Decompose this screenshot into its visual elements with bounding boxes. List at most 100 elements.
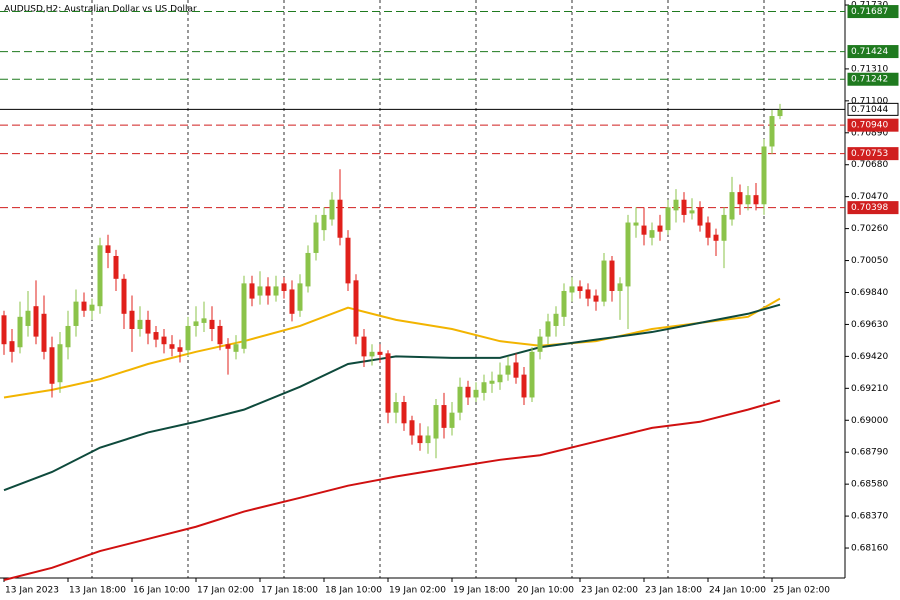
y-tick-label: 0.68790	[851, 448, 888, 458]
candle-body	[233, 344, 239, 352]
candle-body	[425, 435, 431, 444]
candle-body	[753, 195, 759, 205]
ma-line	[3, 297, 781, 399]
candle-body	[169, 344, 175, 349]
candle-body	[745, 195, 751, 205]
candle-body	[729, 192, 735, 220]
candle-body	[593, 295, 599, 302]
candle-body	[177, 347, 183, 352]
candle-body	[721, 214, 727, 241]
candle-body	[641, 225, 647, 235]
x-tick-label: 18 Jan 10:00	[325, 586, 382, 596]
candle-body	[209, 319, 215, 330]
candle-body	[449, 412, 455, 428]
candle-body	[41, 313, 47, 352]
candle-body	[137, 319, 143, 330]
level-label: 0.71242	[851, 75, 888, 85]
candle-body	[505, 365, 511, 375]
y-tick-label: 0.69210	[851, 384, 888, 394]
candle-body	[433, 405, 439, 439]
candle-body	[577, 286, 583, 291]
candle-body	[465, 386, 471, 398]
ma-line	[3, 303, 781, 492]
x-tick-label: 13 Jan 18:00	[69, 586, 126, 596]
candle-body	[553, 313, 559, 326]
level-box	[847, 147, 899, 161]
x-tick-label: 23 Jan 18:00	[645, 586, 702, 596]
candle-body	[497, 374, 503, 383]
candle-body	[289, 289, 295, 314]
candle-body	[561, 290, 567, 317]
x-tick-label: 13 Jan 2023	[5, 586, 59, 596]
candle-body	[129, 310, 135, 330]
candle-body	[185, 325, 191, 351]
candle-body	[681, 199, 687, 215]
candle-body	[673, 199, 679, 211]
level-box	[847, 72, 899, 86]
y-tick-label: 0.71100	[851, 96, 888, 106]
candle-body	[265, 286, 271, 296]
ma-line	[3, 399, 781, 581]
candle-body	[513, 362, 519, 378]
candle-body	[193, 321, 199, 326]
candle-body	[537, 336, 543, 352]
candle-body	[225, 344, 231, 349]
candle-body	[161, 336, 167, 345]
x-tick-label: 19 Jan 18:00	[453, 586, 510, 596]
level-box	[847, 201, 899, 215]
candle-body	[601, 260, 607, 302]
candle-body	[777, 109, 783, 117]
level-box	[847, 5, 899, 19]
candle-body	[17, 316, 23, 348]
y-tick-label: 0.70890	[851, 128, 888, 138]
candle-body	[33, 306, 39, 337]
x-tick-label: 20 Jan 10:00	[517, 586, 574, 596]
candle-body	[385, 353, 391, 413]
candle-body	[81, 301, 87, 311]
y-tick-label: 0.69840	[851, 288, 888, 298]
candle-body	[489, 380, 495, 384]
x-tick-label: 19 Jan 02:00	[389, 586, 446, 596]
level-box	[847, 45, 899, 59]
x-tick-label: 25 Jan 02:00	[773, 586, 830, 596]
candle-body	[585, 289, 591, 299]
y-tick-label: 0.70680	[851, 160, 888, 170]
candle-body	[49, 347, 55, 384]
candle-body	[201, 318, 207, 323]
y-tick-label: 0.70050	[851, 256, 888, 266]
candle-body	[761, 146, 767, 205]
candle-body	[313, 222, 319, 253]
candle-body	[249, 283, 255, 299]
level-box	[847, 102, 899, 116]
candle-body	[1, 315, 7, 345]
level-label: 0.71044	[851, 105, 888, 115]
candle-body	[769, 116, 775, 147]
y-tick-label: 0.70260	[851, 224, 888, 234]
candle-body	[353, 280, 359, 337]
x-tick-label: 23 Jan 02:00	[581, 586, 638, 596]
y-tick-label: 0.68370	[851, 512, 888, 522]
candle-body	[417, 435, 423, 444]
candle-body	[441, 405, 447, 428]
candle-body	[377, 351, 383, 355]
level-label: 0.70940	[851, 121, 888, 131]
x-tick-label: 17 Jan 18:00	[261, 586, 318, 596]
candle-body	[73, 301, 79, 326]
y-tick-label: 0.69630	[851, 320, 888, 330]
candle-body	[57, 344, 63, 383]
candle-body	[697, 207, 703, 226]
level-box	[847, 118, 899, 132]
candle-body	[113, 255, 119, 279]
candle-body	[705, 222, 711, 238]
candle-body	[297, 283, 303, 311]
x-tick-label: 24 Jan 10:00	[709, 586, 766, 596]
candle-body	[617, 283, 623, 291]
candle-body	[609, 260, 615, 291]
candle-body	[569, 286, 575, 293]
candle-body	[329, 199, 335, 220]
candle-body	[153, 332, 159, 340]
candle-body	[321, 214, 327, 231]
candle-body	[521, 374, 527, 398]
candle-body	[305, 252, 311, 287]
